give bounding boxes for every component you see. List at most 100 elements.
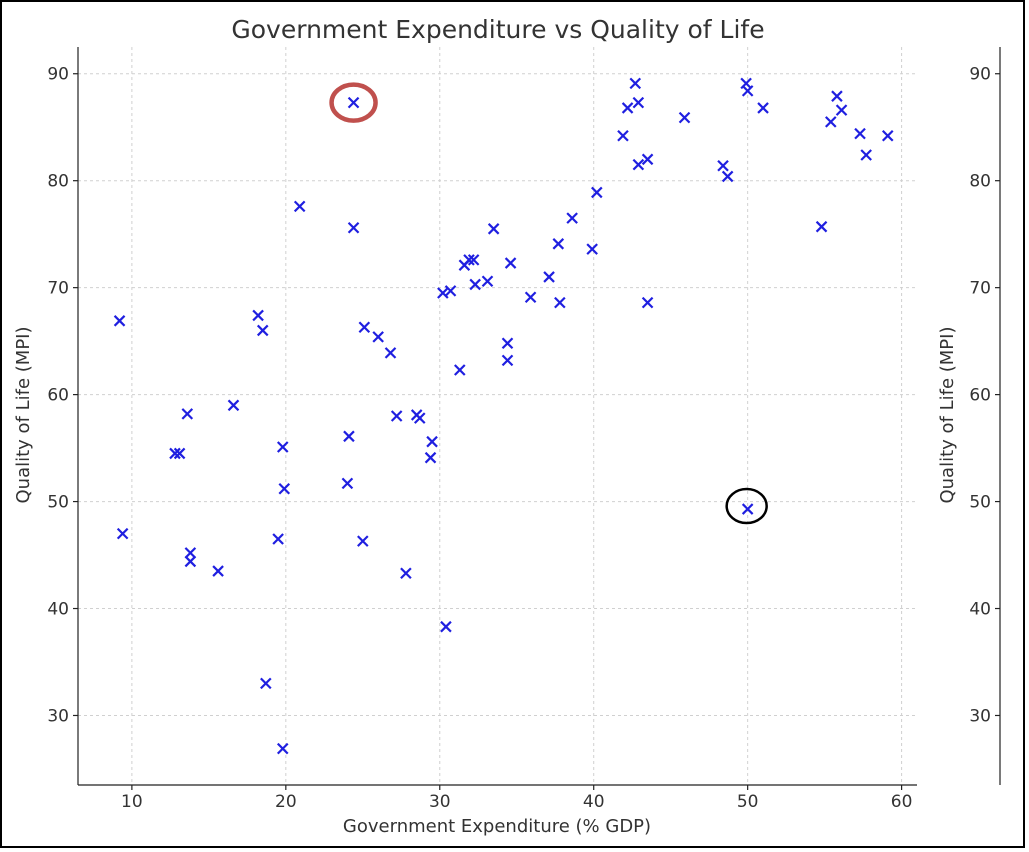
data-point-stroke bbox=[757, 102, 769, 114]
data-point bbox=[641, 153, 654, 166]
data-point-stroke bbox=[184, 547, 197, 559]
data-point-stroke bbox=[444, 285, 457, 297]
data-point-stroke bbox=[384, 347, 397, 359]
data-point-stroke bbox=[426, 435, 438, 448]
data-point bbox=[467, 254, 480, 266]
data-point-stroke bbox=[632, 158, 645, 171]
y-axis-label: Quality of Life (MPI) bbox=[13, 326, 34, 503]
data-point-stroke bbox=[113, 315, 126, 327]
data-points bbox=[113, 77, 894, 755]
side-y-tick-label: 70 bbox=[969, 279, 991, 299]
side-panel-axis: 30 40 50 60 70 80 90 bbox=[969, 47, 1001, 785]
data-point-stroke bbox=[276, 742, 289, 755]
data-point bbox=[272, 533, 284, 545]
data-point bbox=[554, 296, 566, 309]
data-point-stroke bbox=[212, 565, 224, 577]
data-point bbox=[113, 315, 126, 327]
data-point-stroke bbox=[591, 186, 603, 199]
side-y-tick-label: 90 bbox=[969, 65, 991, 85]
data-point-stroke bbox=[860, 149, 872, 161]
data-point bbox=[444, 285, 457, 297]
y-tick-label: 30 bbox=[47, 706, 69, 726]
data-point bbox=[504, 257, 517, 269]
y-tick-label: 40 bbox=[47, 600, 69, 620]
x-tick-label: 30 bbox=[429, 792, 451, 812]
data-point bbox=[854, 127, 866, 140]
highlight-circle-black bbox=[725, 487, 768, 525]
chart-title: Government Expenditure vs Quality of Lif… bbox=[231, 15, 764, 44]
data-point-stroke bbox=[276, 441, 289, 453]
data-point-stroke bbox=[256, 324, 269, 337]
data-point bbox=[591, 186, 603, 199]
data-point-stroke bbox=[629, 77, 642, 90]
data-point bbox=[347, 221, 360, 234]
data-point-stroke bbox=[487, 223, 500, 235]
y-tick-label: 60 bbox=[47, 386, 69, 406]
data-point bbox=[487, 223, 500, 235]
data-point-stroke bbox=[641, 153, 654, 166]
data-point bbox=[357, 535, 369, 547]
data-point bbox=[256, 324, 269, 337]
data-point-stroke bbox=[501, 354, 514, 367]
data-point bbox=[181, 408, 194, 420]
data-point bbox=[831, 90, 843, 102]
data-point bbox=[741, 503, 754, 515]
data-point-stroke bbox=[741, 503, 754, 515]
data-point bbox=[757, 102, 769, 114]
data-point bbox=[390, 410, 403, 422]
data-point-stroke bbox=[293, 200, 306, 213]
data-point bbox=[860, 149, 872, 161]
data-point bbox=[260, 677, 272, 690]
data-point bbox=[440, 620, 452, 633]
data-point-stroke bbox=[347, 96, 360, 109]
y-tick-label: 70 bbox=[47, 279, 69, 299]
data-point-stroke bbox=[181, 408, 194, 420]
data-point bbox=[835, 104, 848, 116]
data-point-stroke bbox=[835, 104, 848, 116]
data-point bbox=[566, 212, 578, 224]
data-point bbox=[278, 482, 291, 495]
data-point-stroke bbox=[552, 238, 565, 250]
data-point bbox=[400, 567, 412, 580]
data-point bbox=[343, 430, 355, 443]
data-point-stroke bbox=[272, 533, 284, 545]
side-y-axis-label: Quality of Life (MPI) bbox=[937, 326, 958, 503]
data-point-stroke bbox=[721, 170, 734, 183]
data-point bbox=[678, 111, 691, 124]
data-point bbox=[173, 447, 186, 460]
data-point-stroke bbox=[116, 527, 129, 540]
data-point bbox=[825, 116, 837, 128]
data-point-stroke bbox=[463, 254, 475, 266]
data-point-stroke bbox=[358, 321, 371, 334]
data-point bbox=[184, 547, 197, 559]
data-point-stroke bbox=[621, 102, 634, 114]
data-point bbox=[341, 477, 354, 490]
data-point bbox=[552, 238, 565, 250]
side-y-tick-label: 50 bbox=[969, 493, 991, 513]
data-point bbox=[632, 158, 645, 171]
data-point-stroke bbox=[173, 447, 186, 460]
data-point bbox=[413, 412, 426, 424]
side-y-tick-label: 30 bbox=[969, 706, 991, 726]
data-point-stroke bbox=[347, 221, 360, 234]
data-point bbox=[169, 447, 181, 460]
data-point bbox=[481, 275, 494, 288]
data-point-stroke bbox=[343, 430, 355, 443]
data-point bbox=[621, 102, 634, 114]
data-point bbox=[293, 200, 306, 213]
highlight-annotations bbox=[329, 82, 768, 525]
data-point-stroke bbox=[227, 399, 240, 412]
data-point-stroke bbox=[341, 477, 354, 490]
data-point-stroke bbox=[454, 364, 466, 376]
data-point bbox=[524, 291, 537, 304]
data-point bbox=[252, 309, 264, 322]
data-point-stroke bbox=[184, 555, 197, 568]
data-point-stroke bbox=[469, 278, 481, 291]
data-point-stroke bbox=[437, 287, 449, 299]
highlight-ellipse-red bbox=[329, 82, 378, 123]
data-point-stroke bbox=[504, 257, 517, 269]
y-tick-label: 80 bbox=[47, 172, 69, 192]
data-point-stroke bbox=[357, 535, 369, 547]
x-tick-label: 40 bbox=[583, 792, 605, 812]
